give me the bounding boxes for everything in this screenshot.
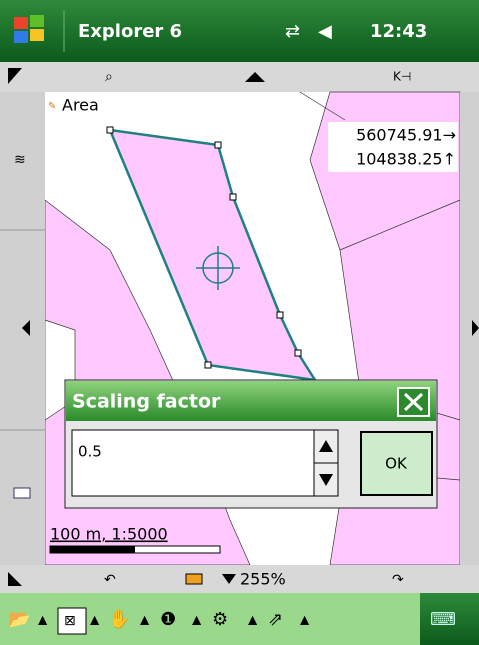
- svg-text:▲: ▲: [300, 613, 310, 627]
- title-bar: [0, 0, 479, 62]
- dialog-title-bar: [66, 381, 436, 421]
- svg-text:❶: ❶: [160, 609, 176, 630]
- clock[interactable]: 12:43: [370, 21, 427, 42]
- volume-icon[interactable]: ◀: [318, 21, 332, 42]
- spin-down-icon: [319, 474, 333, 486]
- input-value: 0.5: [78, 443, 102, 461]
- redo-button[interactable]: ↷: [392, 572, 404, 588]
- extent-button[interactable]: K⊣: [393, 70, 411, 84]
- pencil-icon: ✎: [48, 101, 56, 112]
- connectivity-icon[interactable]: ⇄: [285, 21, 300, 42]
- tool-icon[interactable]: [185, 573, 203, 585]
- right-bar: [460, 92, 479, 565]
- svg-text:▲: ▲: [140, 613, 150, 627]
- zoom-button[interactable]: ⌕: [105, 69, 113, 85]
- pan-up-button[interactable]: [245, 72, 265, 82]
- bottom-toolbar: [0, 565, 479, 593]
- coord-y: 104838.25↑: [356, 150, 456, 169]
- svg-text:⊠: ⊠: [64, 613, 76, 629]
- scale-label: 100 m, 1:5000: [50, 525, 168, 544]
- crosshair: [196, 246, 240, 290]
- pan-right-button[interactable]: [472, 320, 479, 336]
- zoom-dropdown[interactable]: [222, 574, 236, 584]
- svg-text:▲: ▲: [38, 613, 48, 627]
- close-icon: [403, 392, 424, 412]
- coord-x: 560745.91→: [356, 126, 456, 145]
- table-button[interactable]: [13, 487, 31, 499]
- svg-text:⇗: ⇗: [268, 609, 283, 630]
- top-toolbar: [0, 62, 479, 92]
- spin-up-icon: [319, 440, 333, 452]
- coord-box: [328, 122, 458, 172]
- start-logo[interactable]: [14, 15, 44, 43]
- corner-button[interactable]: [8, 68, 22, 84]
- undo-button[interactable]: ↶: [104, 572, 116, 588]
- pan-left-button[interactable]: [22, 320, 30, 336]
- ok-button[interactable]: [360, 431, 433, 496]
- layers-button[interactable]: ≋: [14, 152, 26, 168]
- layer-label: Area: [62, 96, 99, 115]
- svg-text:✋: ✋: [108, 608, 130, 630]
- input-field[interactable]: [71, 429, 315, 497]
- area-polygon[interactable]: [108, 128, 318, 382]
- svg-text:⚙: ⚙: [212, 609, 228, 630]
- svg-text:⌨: ⌨: [430, 609, 456, 630]
- scale-bar-fill: [50, 546, 135, 553]
- svg-text:▲: ▲: [90, 613, 100, 627]
- dialog-title: Scaling factor: [72, 391, 221, 413]
- svg-text:📂: 📂: [8, 609, 30, 630]
- svg-text:▲: ▲: [192, 613, 202, 627]
- corner-button[interactable]: [8, 572, 22, 586]
- ok-label: OK: [385, 455, 408, 473]
- task-icons[interactable]: 📂 ▲ ⊠ ▲ ✋ ▲ ❶ ▲ ⚙ ▲ ⇗ ▲ ⌨: [8, 607, 456, 635]
- app-title: Explorer 6: [78, 21, 182, 42]
- zoom-level[interactable]: 255%: [240, 570, 286, 589]
- svg-text:▲: ▲: [248, 613, 258, 627]
- vertices: [106, 126, 302, 369]
